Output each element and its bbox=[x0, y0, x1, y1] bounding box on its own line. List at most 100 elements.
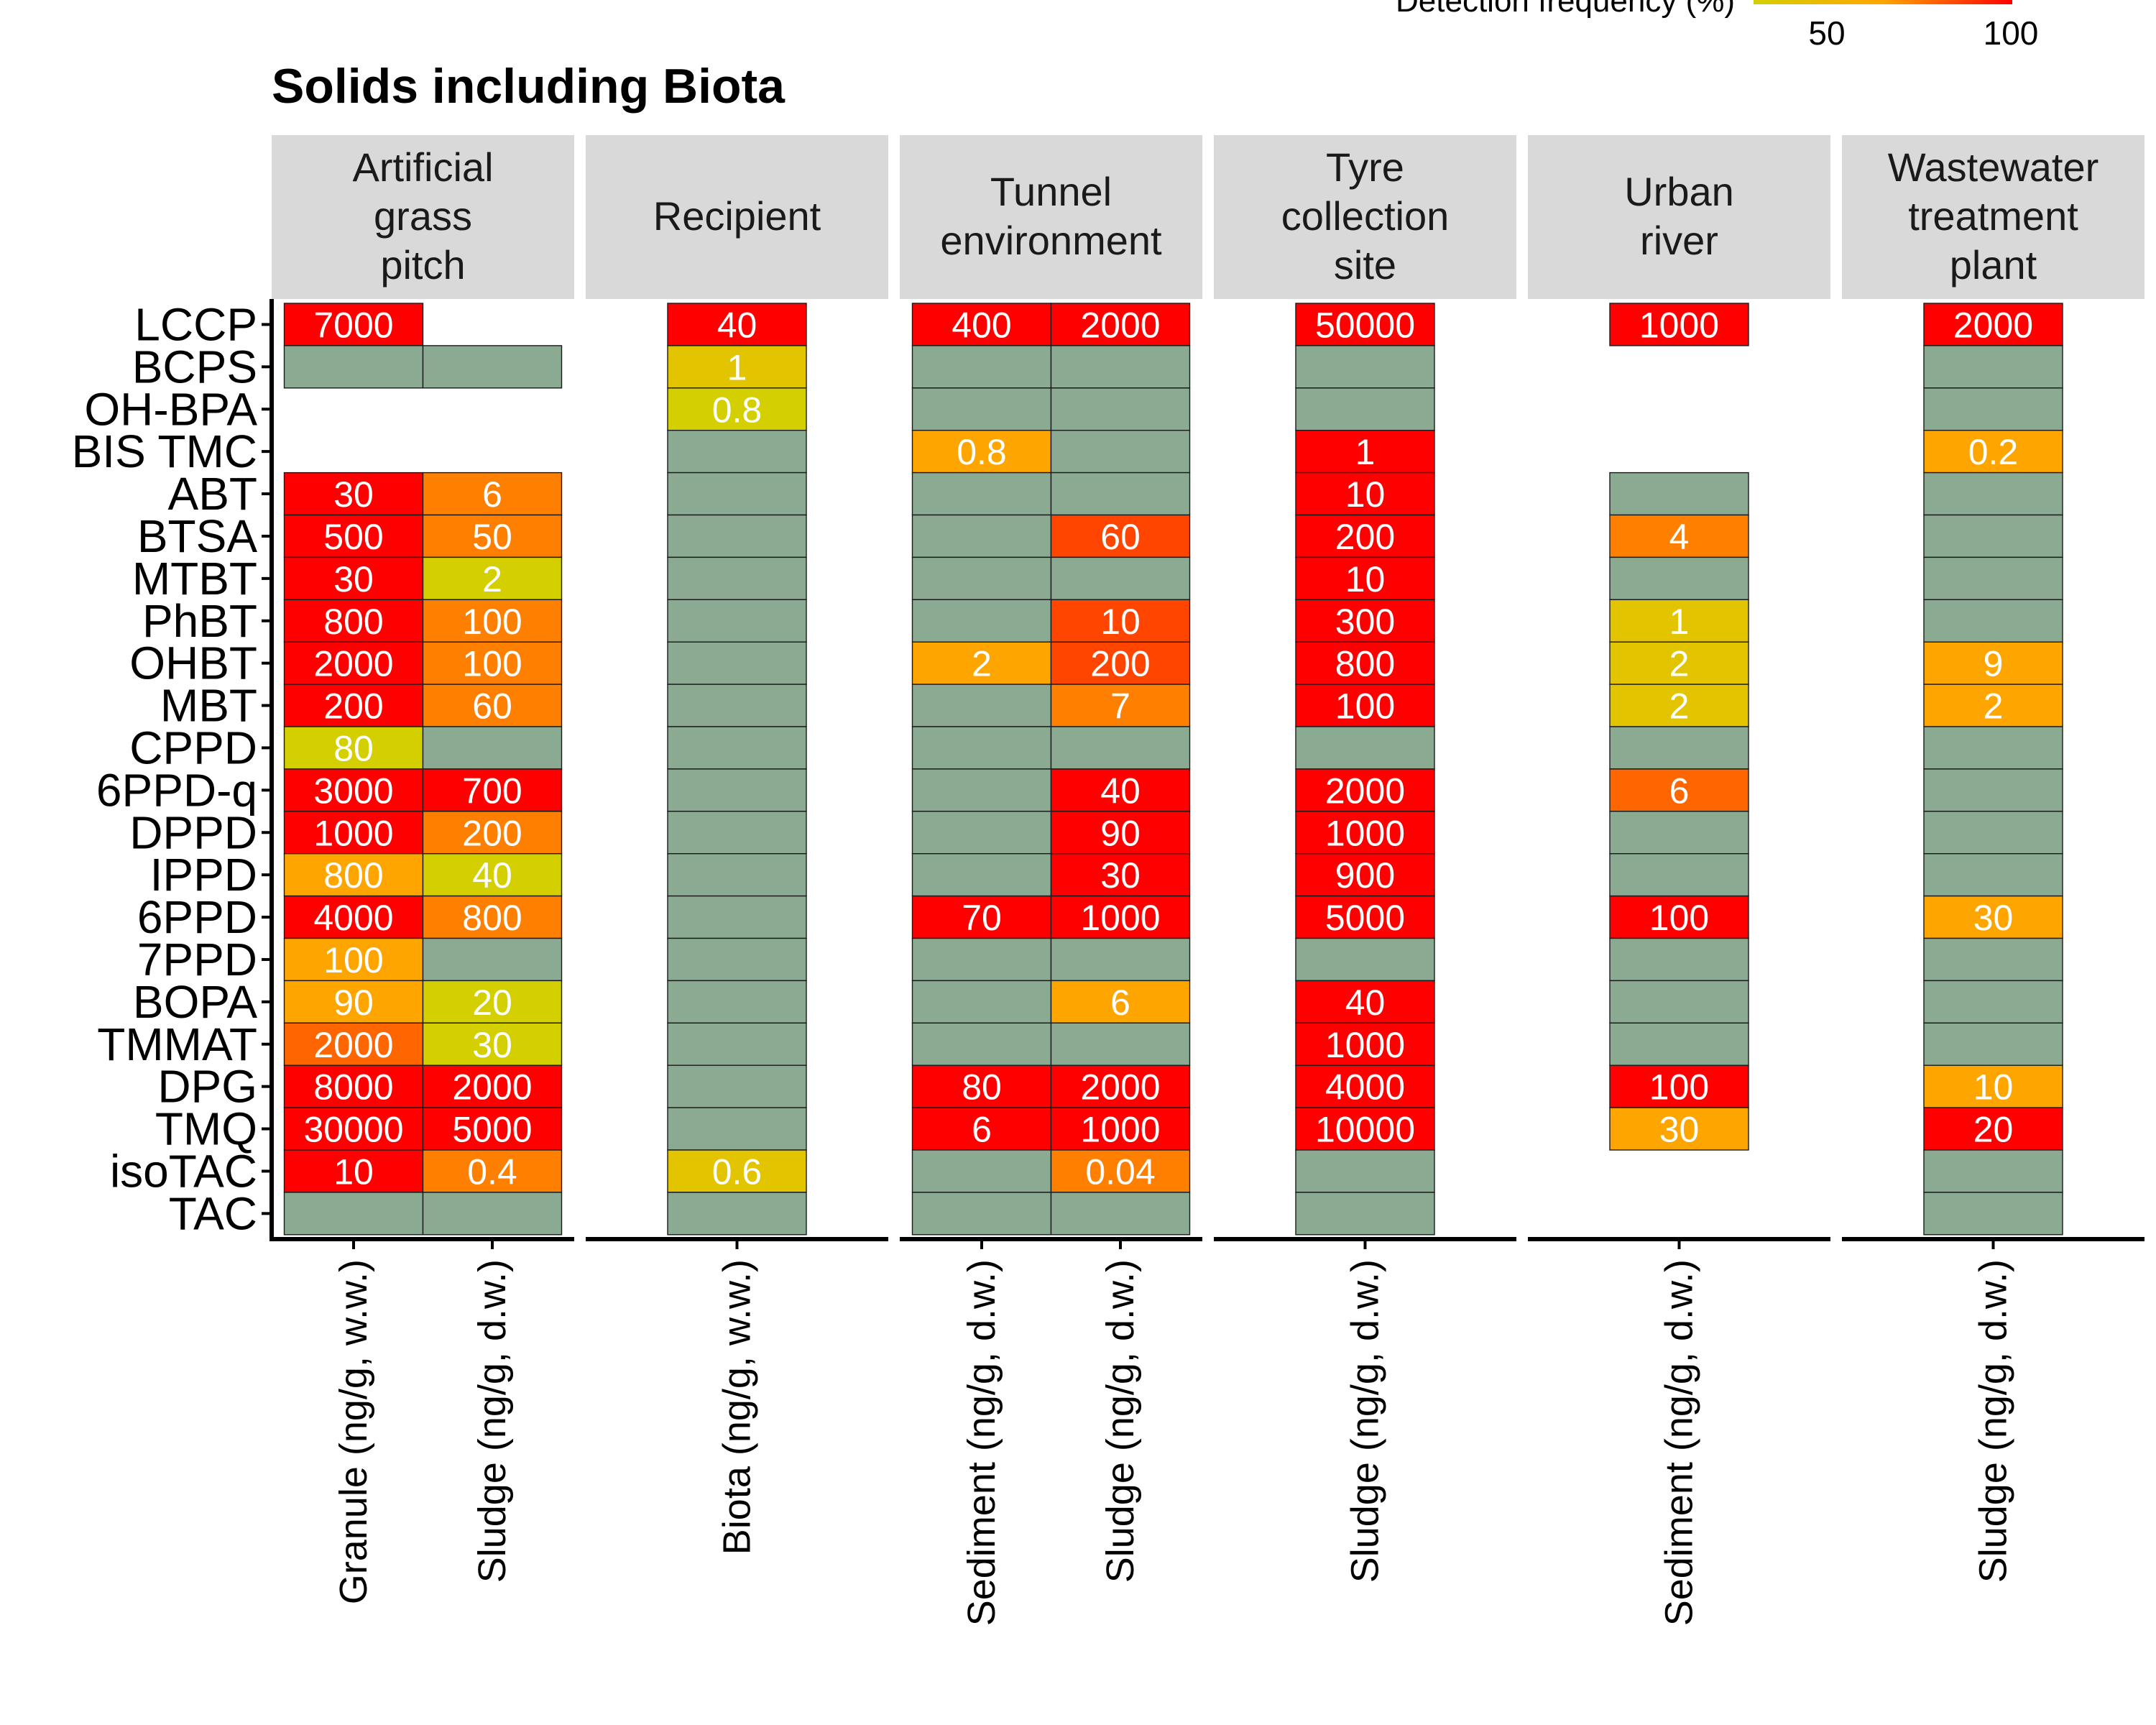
cell-value-label: 1 bbox=[1355, 432, 1376, 472]
heatmap-cell bbox=[1609, 852, 1749, 897]
heatmap-tile bbox=[1923, 1149, 2063, 1193]
heatmap-tile bbox=[667, 980, 807, 1024]
heatmap-tile bbox=[911, 387, 1052, 431]
heatmap-cell: 1000 bbox=[1050, 895, 1191, 939]
heatmap-cell: 30 bbox=[1050, 852, 1191, 897]
heatmap-tile bbox=[1050, 472, 1191, 516]
cell-value-label: 1000 bbox=[1080, 898, 1160, 938]
heatmap-cell: 200 bbox=[1295, 514, 1435, 558]
heatmap-cell bbox=[667, 811, 807, 855]
heatmap-tile bbox=[422, 1149, 563, 1193]
facet-strip-label: site bbox=[1334, 242, 1396, 288]
heatmap-cell: 4 bbox=[1609, 514, 1749, 558]
heatmap-cell: 1 bbox=[1609, 599, 1749, 643]
heatmap-cell bbox=[1050, 345, 1191, 389]
heatmap-tile bbox=[1923, 472, 2063, 516]
heatmap-tile bbox=[1923, 852, 2063, 897]
heatmap-tile bbox=[1609, 768, 1749, 812]
heatmap-tile bbox=[283, 1064, 424, 1108]
facet-strip-label: Recipient bbox=[653, 193, 821, 239]
cell-value-label: 10 bbox=[1973, 1067, 2014, 1108]
heatmap-cell: 30 bbox=[283, 472, 424, 516]
cell-value-label: 30 bbox=[333, 474, 374, 515]
heatmap-cell: 5000 bbox=[422, 1107, 563, 1151]
heatmap-tile bbox=[1609, 303, 1749, 346]
x-tick-label: Biota (ng/g, w.w.) bbox=[716, 1259, 759, 1555]
heatmap-cell bbox=[1609, 556, 1749, 601]
heatmap-cell bbox=[422, 1192, 563, 1236]
heatmap-cell: 1000 bbox=[283, 811, 424, 855]
heatmap-tile bbox=[283, 303, 424, 346]
cell-value-label: 40 bbox=[1100, 770, 1141, 811]
cell-value-label: 6 bbox=[1110, 983, 1130, 1023]
cell-value-label: 7000 bbox=[313, 305, 393, 345]
heatmap-tile bbox=[1923, 726, 2063, 770]
heatmap-tile bbox=[1609, 1064, 1749, 1108]
heatmap-cell bbox=[667, 430, 807, 474]
legend-tick-50: 50 bbox=[1808, 14, 1845, 52]
cell-value-label: 2000 bbox=[1953, 305, 2033, 345]
cell-value-label: 90 bbox=[1100, 813, 1141, 853]
heatmap-tile bbox=[911, 556, 1052, 601]
heatmap-tile bbox=[283, 726, 424, 770]
heatmap-cell bbox=[667, 768, 807, 812]
heatmap-tile bbox=[1050, 1149, 1191, 1193]
heatmap-cell: 70 bbox=[911, 895, 1052, 939]
heatmap-cell: 6 bbox=[1050, 980, 1191, 1024]
heatmap-tile bbox=[1609, 937, 1749, 982]
heatmap-cell bbox=[911, 1192, 1052, 1236]
heatmap-cell bbox=[1295, 1192, 1435, 1236]
heatmap-cell bbox=[1295, 387, 1435, 431]
heatmap-tile bbox=[911, 641, 1052, 685]
cell-value-label: 2 bbox=[1984, 686, 2004, 727]
heatmap-cell bbox=[911, 599, 1052, 643]
cell-value-label: 2000 bbox=[1080, 1067, 1160, 1108]
heatmap-cell: 40 bbox=[1295, 980, 1435, 1024]
cell-value-label: 1 bbox=[1669, 602, 1690, 642]
heatmap-tile bbox=[911, 852, 1052, 897]
y-tick-label: BIS TMC bbox=[72, 426, 257, 477]
heatmap-cell bbox=[1295, 937, 1435, 982]
heatmap-tile bbox=[1923, 684, 2063, 727]
heatmap-tile bbox=[1050, 599, 1191, 643]
heatmap-cell: 0.04 bbox=[1050, 1149, 1191, 1193]
cell-value-label: 800 bbox=[323, 855, 383, 896]
heatmap-cell: 10 bbox=[283, 1149, 424, 1193]
heatmap-tile bbox=[1609, 726, 1749, 770]
heatmap-tile bbox=[422, 514, 563, 558]
heatmap-tile bbox=[911, 345, 1052, 389]
heatmap-tile bbox=[911, 937, 1052, 982]
cell-value-label: 200 bbox=[323, 686, 383, 727]
cell-value-label: 2000 bbox=[313, 1025, 393, 1065]
cell-value-label: 80 bbox=[962, 1067, 1002, 1108]
cell-value-label: 2 bbox=[972, 644, 992, 684]
heatmap-cell: 1000 bbox=[1609, 303, 1749, 346]
heatmap-cell: 0.8 bbox=[911, 430, 1052, 474]
facet-strip-label: Tyre bbox=[1326, 144, 1404, 190]
cell-value-label: 1000 bbox=[1325, 1025, 1405, 1065]
heatmap-tile bbox=[1609, 852, 1749, 897]
y-tick-label: 6PPD bbox=[137, 891, 257, 943]
y-tick-label: OHBT bbox=[129, 638, 257, 689]
cell-value-label: 30 bbox=[333, 559, 374, 599]
heatmap-tile bbox=[911, 430, 1052, 474]
heatmap-tile bbox=[1295, 303, 1435, 346]
heatmap-cell: 400 bbox=[911, 303, 1052, 346]
y-tick-label: TMQ bbox=[155, 1103, 257, 1155]
heatmap-tile bbox=[1050, 303, 1191, 346]
heatmap-cell bbox=[1923, 852, 2063, 897]
facet-strip-label: collection bbox=[1281, 193, 1449, 239]
heatmap-tile bbox=[667, 1192, 807, 1236]
heatmap-tile bbox=[1609, 1107, 1749, 1151]
heatmap-tile bbox=[1295, 768, 1435, 812]
heatmap-tile bbox=[1050, 641, 1191, 685]
heatmap-cell: 60 bbox=[422, 684, 563, 727]
cell-value-label: 80 bbox=[333, 728, 374, 768]
heatmap-tile bbox=[283, 937, 424, 982]
heatmap-cell: 7000 bbox=[283, 303, 424, 346]
heatmap-tile bbox=[1050, 980, 1191, 1024]
heatmap-tile bbox=[1295, 345, 1435, 389]
heatmap-cell bbox=[911, 345, 1052, 389]
heatmap-cell: 2000 bbox=[1923, 303, 2063, 346]
